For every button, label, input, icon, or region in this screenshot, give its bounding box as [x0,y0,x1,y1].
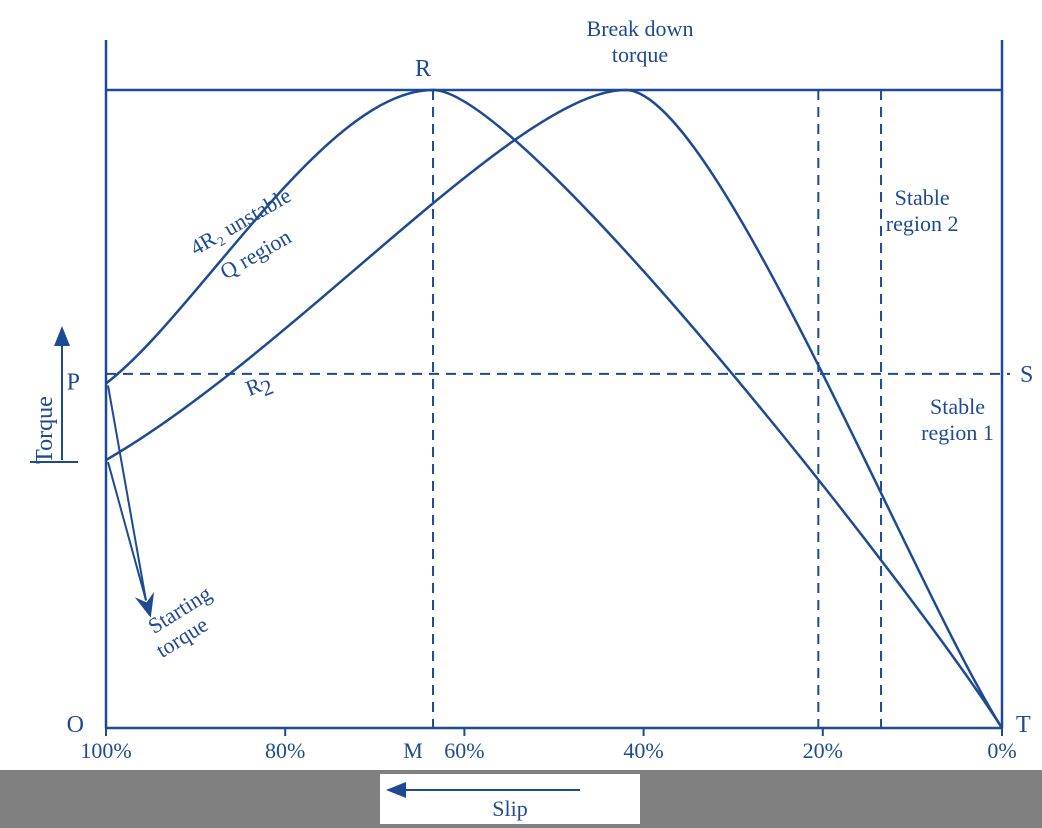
start-arrow-1 [108,385,146,600]
x-tick-label: 40% [623,738,663,763]
label-breakdown-1: Break down [587,16,694,41]
x-tick-label: 60% [444,738,484,763]
label-stable1-2: region 1 [921,420,994,445]
curve-r2 [106,90,1002,728]
x-axis-label: Slip [492,796,527,821]
label-O: O [67,712,84,738]
x-tick-label: 20% [803,738,843,763]
figure-root: 100% 80% 60% 40% 20% 0% M P R S O T Break downtorque… [0,0,1042,828]
chart-svg: 100% 80% 60% 40% 20% 0% M P R S O T Break downtorque… [0,0,1042,828]
x-tick-label: 0% [987,738,1016,763]
y-axis-label: Torque [32,396,58,464]
label-stable1-1: Stable [930,394,985,419]
label-stable2-2: region 2 [886,211,959,236]
start-arrow-2 [108,462,146,600]
label-R: R [415,56,431,82]
x-tick-label: 100% [80,738,131,763]
x-tick-label: 80% [265,738,305,763]
label-stable2-1: Stable [895,185,950,210]
curve-4r2 [106,90,1002,728]
label-P: P [67,369,80,395]
label-T: T [1016,712,1031,738]
label-S: S [1020,362,1033,388]
m-label: M [403,738,423,763]
label-breakdown-2: torque [612,42,668,67]
